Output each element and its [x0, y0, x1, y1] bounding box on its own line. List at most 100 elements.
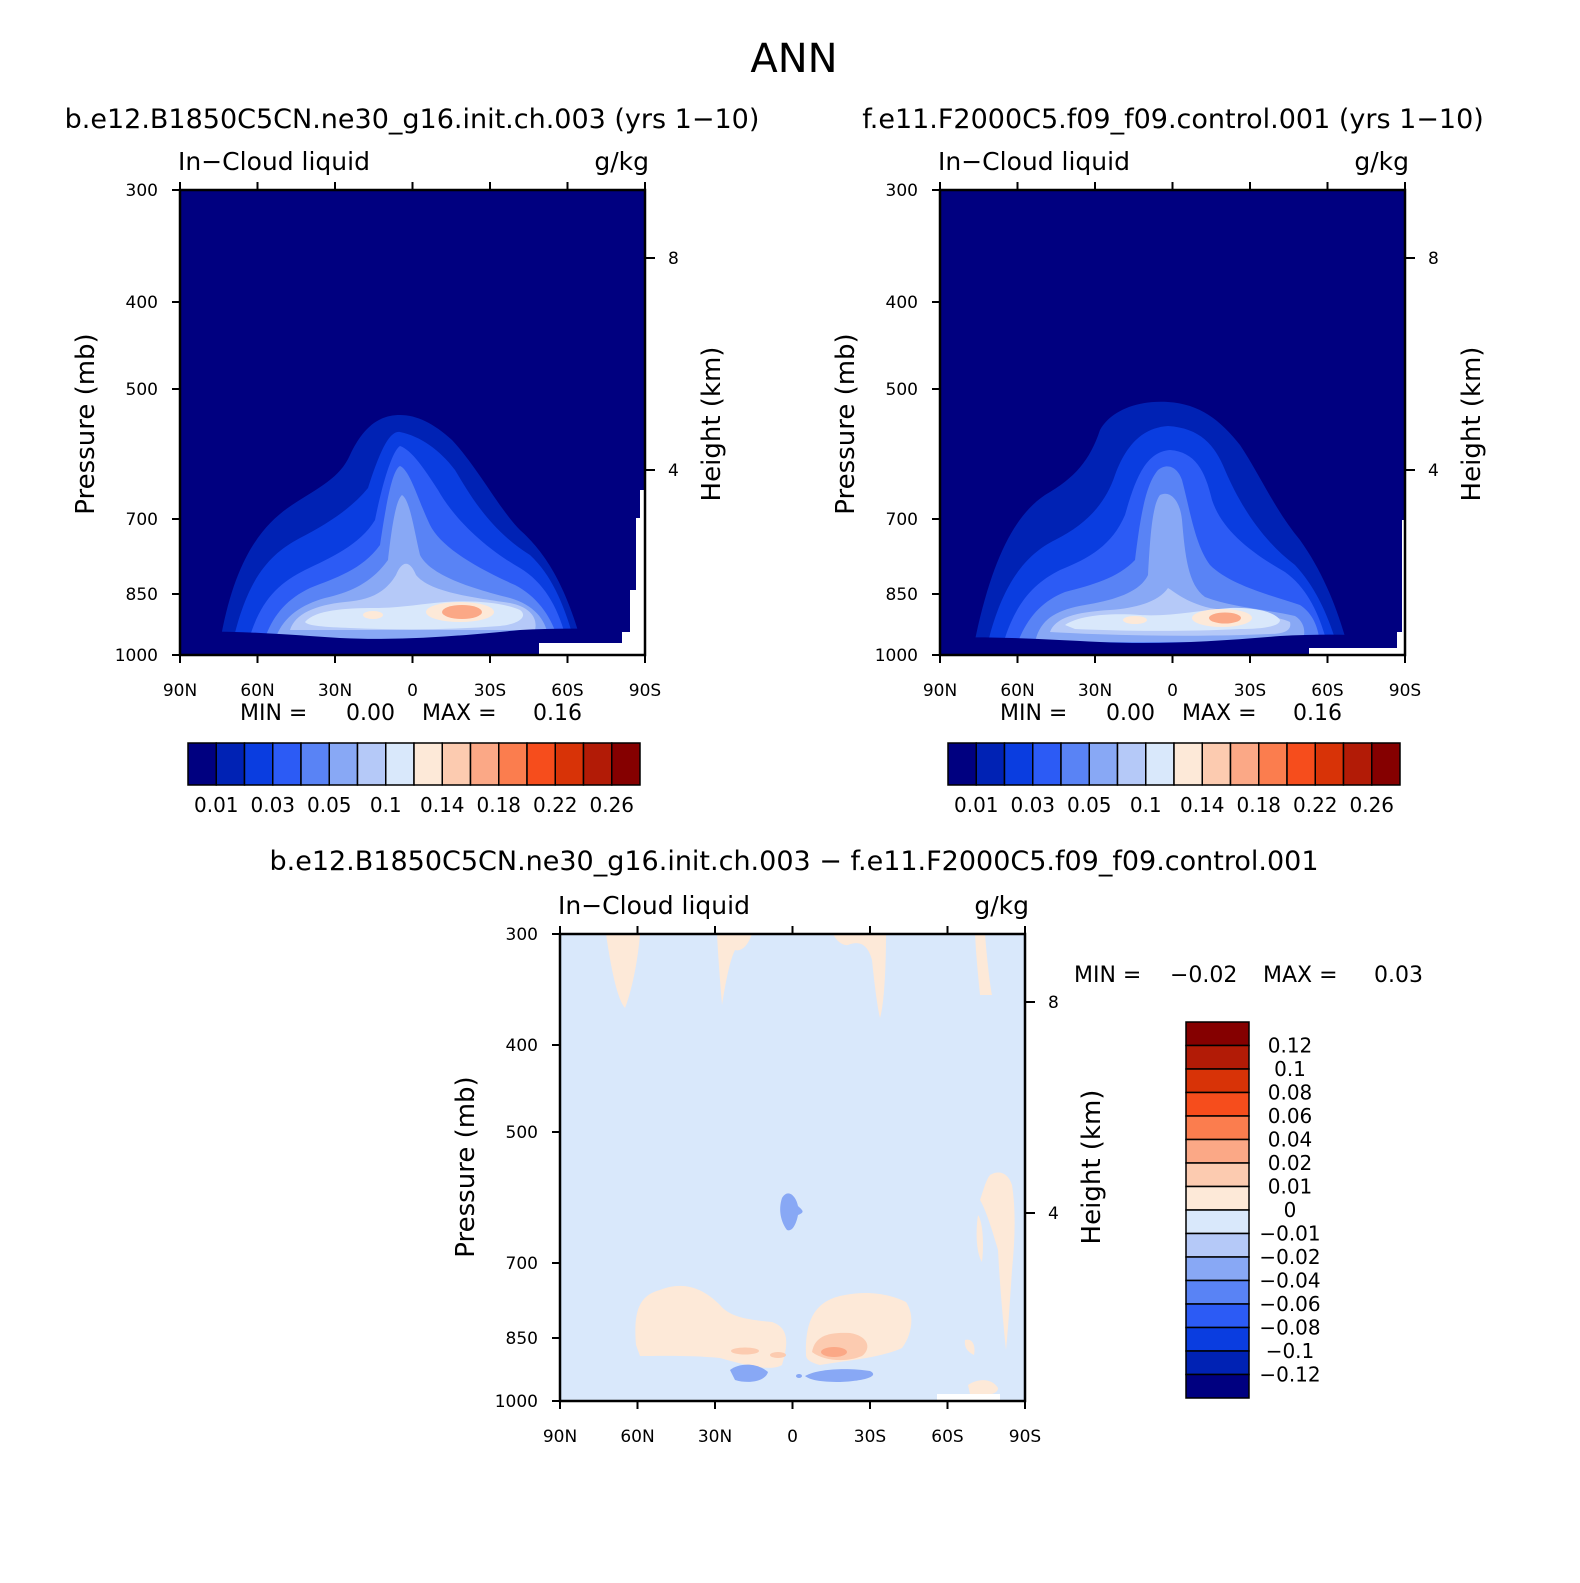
height-tick-label: 8 [668, 249, 679, 269]
colorbar-swatch [554, 742, 585, 786]
colorbar-swatch [1229, 742, 1260, 786]
colorbar-swatch [1185, 1232, 1250, 1258]
contour-field-difference [560, 934, 1025, 1401]
colorbar-label: 0.05 [307, 793, 352, 817]
colorbar-swatch [1371, 742, 1401, 786]
x-tick-label: 0 [407, 681, 418, 701]
colorbar-swatch [947, 742, 977, 786]
y-tick-labels-difference: 300 400 500 700 850 1000 [495, 925, 538, 1412]
colorbar-swatch [1185, 1256, 1250, 1282]
colorbar-swatch [582, 742, 613, 786]
height-tick-label: 4 [668, 461, 679, 481]
max-label-difference: MAX = [1263, 963, 1338, 988]
max-value-case: 0.16 [533, 701, 582, 726]
max-label-control: MAX = [1182, 701, 1257, 726]
panel-control: 90N 60N 30N 0 30S 60S 90S 300 400 500 70… [831, 147, 1487, 817]
colorbar-label: 0.26 [589, 793, 634, 817]
x-tick-label: 30N [318, 681, 352, 701]
colorbar-case: 0.01 0.03 0.05 0.1 0.14 0.18 0.22 0.26 [187, 742, 641, 817]
x-tick-label: 90N [543, 1427, 577, 1447]
variable-label-control: In−Cloud liquid [938, 147, 1130, 176]
colorbar-label: 0.03 [1010, 793, 1055, 817]
x-tick-label: 60S [1311, 681, 1343, 701]
axis-ticks-difference [552, 926, 1035, 1409]
colorbar-swatch [469, 742, 500, 786]
x-tick-label: 60N [1000, 681, 1034, 701]
min-value-control: 0.00 [1106, 701, 1155, 726]
y-axis-label-difference: Pressure (mb) [451, 1076, 481, 1257]
min-value-case: 0.00 [346, 701, 395, 726]
colorbar-swatch [1145, 742, 1175, 786]
colorbar-swatch [1185, 1279, 1250, 1305]
colorbar-label: −0.08 [1259, 1316, 1320, 1340]
colorbar-swatch [1032, 742, 1062, 786]
y-tick-label: 700 [506, 1254, 538, 1274]
colorbar-label: 0.01 [1268, 1175, 1313, 1199]
y-right-axis-label-difference: Height (km) [1077, 1090, 1107, 1245]
panel-difference: 90N 60N 30N 0 30S 60S 90S 300 400 500 70… [451, 891, 1423, 1447]
colorbar-swatch [1088, 742, 1119, 786]
colorbar-swatch [1003, 742, 1034, 786]
y-tick-label: 850 [506, 1329, 538, 1349]
y-tick-labels-control: 300 400 500 700 850 1000 [875, 181, 918, 666]
panel-case: 90N 60N 30N 0 30S 60S 90S 300 400 500 70… [71, 147, 727, 817]
colorbar-swatch [975, 742, 1006, 786]
colorbar-swatch [413, 742, 443, 786]
colorbar-label: −0.1 [1266, 1339, 1315, 1363]
y-tick-label: 300 [126, 181, 158, 201]
colorbar-swatch [1185, 1044, 1250, 1070]
colorbar-label: 0.02 [1268, 1151, 1313, 1175]
height-tick-label: 4 [1428, 461, 1439, 481]
height-tick-label: 8 [1048, 993, 1059, 1013]
colorbar-control: 0.01 0.03 0.05 0.1 0.14 0.18 0.22 0.26 [947, 742, 1401, 817]
colorbar-swatch [441, 742, 472, 786]
units-label-case: g/kg [594, 147, 649, 176]
y-tick-label: 500 [886, 380, 918, 400]
colorbar-label: 0.06 [1268, 1104, 1313, 1128]
y-tick-label: 300 [886, 181, 918, 201]
left-panel-title: b.e12.B1850C5CN.ne30_g16.init.ch.003 (yr… [65, 104, 760, 135]
colorbar-swatch [1258, 742, 1288, 786]
colorbar-swatch [1185, 1068, 1250, 1094]
colorbar-label: 0.03 [250, 793, 295, 817]
x-tick-labels-control: 90N 60N 30N 0 30S 60S 90S [923, 681, 1421, 701]
colorbar-label: −0.01 [1259, 1222, 1320, 1246]
colorbar-swatch [1185, 1091, 1250, 1117]
y-tick-label: 500 [506, 1123, 538, 1143]
colorbar-swatch [1185, 1021, 1250, 1047]
colorbar-swatch [611, 742, 641, 786]
y-tick-labels-case: 300 400 500 700 850 1000 [115, 181, 158, 666]
colorbar-swatch [243, 742, 274, 786]
x-tick-label: 60S [931, 1427, 963, 1447]
contour-field-control [940, 190, 1405, 655]
colorbar-swatch [1314, 742, 1345, 786]
x-tick-label: 30S [474, 681, 506, 701]
colorbar-label: −0.02 [1259, 1245, 1320, 1269]
figure-title: ANN [750, 36, 837, 82]
colorbar-label: 0 [1284, 1198, 1297, 1222]
x-tick-label: 0 [1167, 681, 1178, 701]
y-right-axis-label-case: Height (km) [697, 347, 727, 502]
colorbar-swatch [356, 742, 387, 786]
colorbar-swatch [1185, 1350, 1250, 1376]
colorbar-swatch [385, 742, 415, 786]
min-label-case: MIN = [240, 701, 307, 726]
colorbar-label: 0.14 [1180, 793, 1225, 817]
y-tick-label: 400 [886, 293, 918, 313]
x-tick-labels-case: 90N 60N 30N 0 30S 60S 90S [163, 681, 661, 701]
min-label-difference: MIN = [1074, 963, 1141, 988]
colorbar-swatch [1286, 742, 1316, 786]
colorbar-swatch [1342, 742, 1373, 786]
x-tick-labels-difference: 90N 60N 30N 0 30S 60S 90S [543, 1427, 1041, 1447]
colorbar-swatch [1116, 742, 1147, 786]
colorbar-swatch [498, 742, 528, 786]
colorbar-label: 0.14 [420, 793, 465, 817]
variable-label-case: In−Cloud liquid [178, 147, 370, 176]
y-tick-label: 700 [126, 510, 158, 530]
colorbar-swatch [526, 742, 556, 786]
y-axis-label-control: Pressure (mb) [831, 333, 861, 514]
colorbar-swatch [300, 742, 330, 786]
colorbar-label: −0.06 [1259, 1292, 1320, 1316]
colorbar-swatch [328, 742, 359, 786]
height-tick-label: 4 [1048, 1204, 1059, 1224]
